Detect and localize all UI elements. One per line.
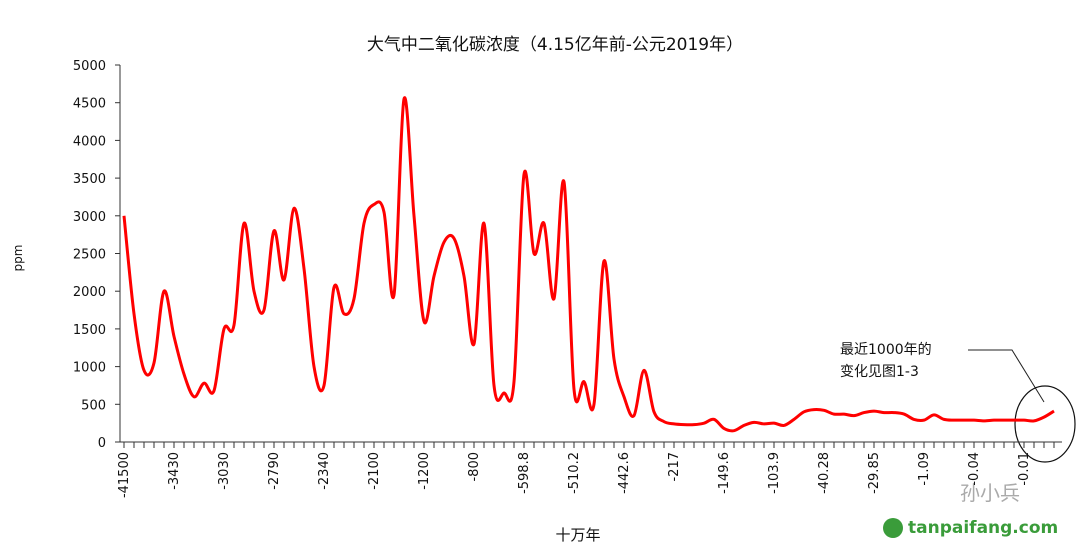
- annotation-arrow: [968, 349, 1045, 403]
- x-tick-label: -2340: [317, 452, 332, 490]
- highlight-ellipse: [1014, 385, 1076, 463]
- x-tick-label: -442.6: [617, 452, 632, 494]
- logo: [883, 518, 903, 538]
- x-tick-label: -800: [467, 452, 482, 482]
- x-tick-label: -0.01: [1017, 452, 1032, 486]
- data-line: [122, 96, 1055, 433]
- watermark: 孙小兵: [960, 481, 1020, 505]
- y-tick-label: 500: [81, 398, 106, 413]
- x-tick-label: -1200: [417, 452, 432, 490]
- y-tick-label: 3500: [73, 172, 106, 187]
- x-tick-label: -103.9: [767, 452, 782, 494]
- y-tick-label: 2500: [73, 248, 106, 263]
- chart-title: 大气中二氧化碳浓度（4.15亿年前-公元2019年）: [367, 35, 743, 55]
- x-tick-label: -2790: [267, 452, 282, 490]
- x-tick-label: -3030: [217, 452, 232, 490]
- x-tick-label: -40.28: [817, 452, 832, 494]
- y-tick-label: 1000: [73, 361, 106, 376]
- annotation: 变化见图1-3: [840, 364, 919, 380]
- x-tick-label: -41500: [117, 452, 132, 498]
- y-tick-label: 5000: [73, 59, 106, 74]
- x-tick-label: -149.6: [717, 452, 732, 494]
- x-tick-label: -510.2: [567, 452, 582, 494]
- x-tick-label: -29.85: [867, 452, 882, 494]
- x-tick-label: -598.8: [517, 452, 532, 494]
- y-tick-label: 2000: [73, 285, 106, 300]
- y-tick-label: 3000: [73, 210, 106, 225]
- x-tick-label: -1.09: [917, 452, 932, 486]
- x-axis-label: 十万年: [555, 526, 600, 544]
- y-axis-label: ppm: [11, 245, 25, 272]
- y-tick-label: 1500: [73, 323, 106, 338]
- y-tick-label: 4000: [73, 134, 106, 149]
- x-tick-label: -2100: [367, 452, 382, 490]
- y-tick-label: 0: [98, 436, 106, 451]
- x-tick-label: -217: [667, 452, 682, 482]
- annotation: 最近1000年的: [840, 342, 932, 358]
- y-tick-label: 4500: [73, 97, 106, 112]
- watermark: tanpaifang.com: [908, 518, 1058, 538]
- x-tick-label: -3430: [167, 452, 182, 490]
- x-tick-label: -0.04: [967, 452, 982, 486]
